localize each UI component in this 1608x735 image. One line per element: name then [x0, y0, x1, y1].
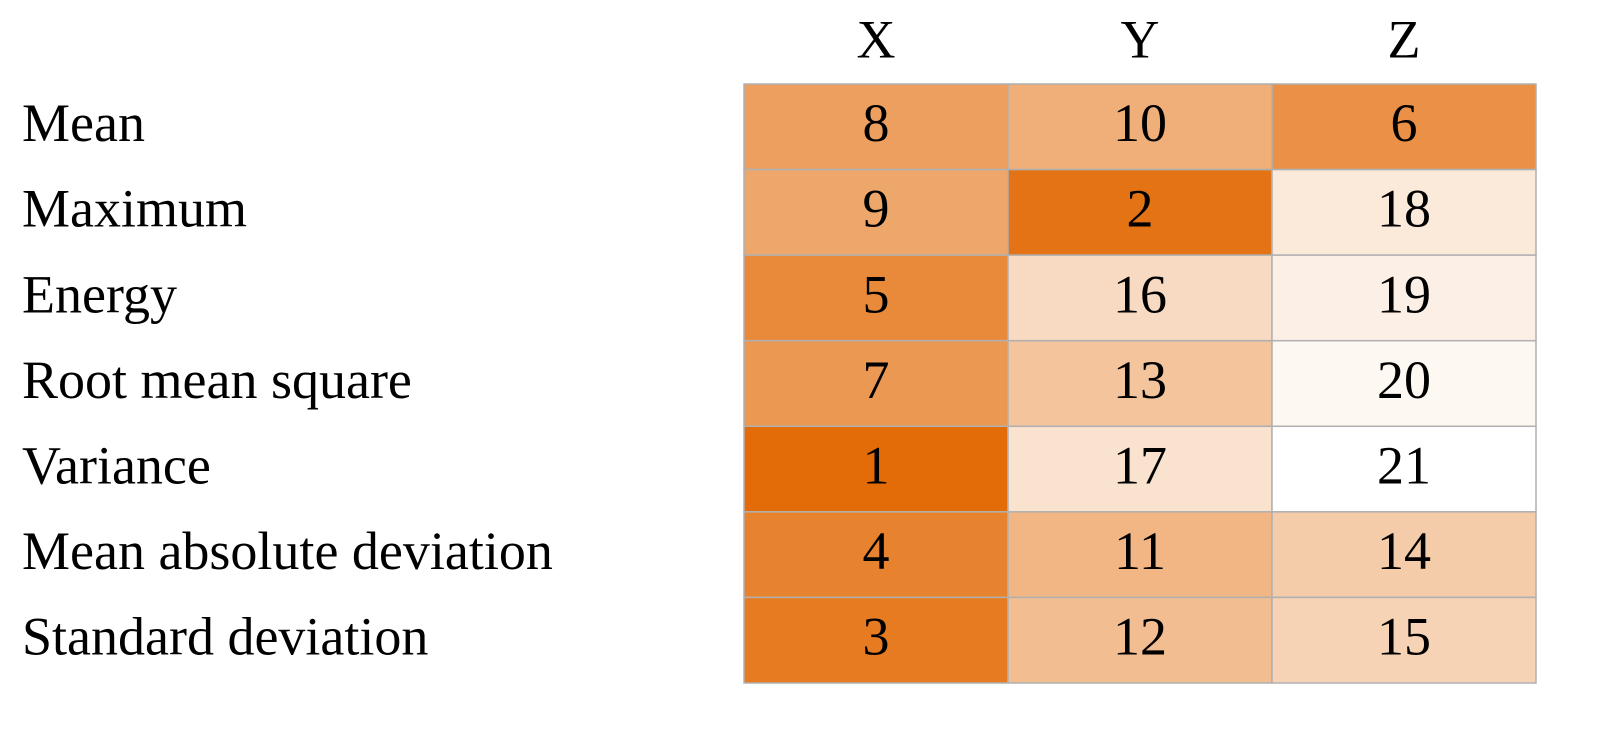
cell-value: 4 — [863, 521, 890, 581]
heatmap-cell — [743, 168, 1009, 256]
column-header: Z — [1388, 9, 1421, 69]
heatmap-cell — [1007, 254, 1273, 342]
heatmap-cell — [743, 339, 1009, 428]
cell-value: 11 — [1114, 521, 1166, 581]
cell-value: 14 — [1377, 521, 1431, 581]
cell-value: 17 — [1113, 435, 1167, 495]
row-label: Mean — [22, 93, 145, 153]
cell-value: 18 — [1377, 179, 1431, 239]
cell-value: 1 — [863, 435, 890, 495]
cell-value: 10 — [1113, 93, 1167, 153]
cell-value: 8 — [863, 93, 890, 153]
row-label: Energy — [22, 264, 177, 324]
heatmap-cell — [1007, 425, 1273, 513]
heatmap-cell — [1007, 168, 1273, 256]
row-label: Variance — [22, 435, 211, 495]
heatmap-cell — [1007, 83, 1273, 171]
cell-value: 12 — [1113, 607, 1167, 667]
heatmap-cell — [1007, 511, 1273, 599]
cell-value: 21 — [1377, 435, 1431, 495]
heatmap-cell — [743, 596, 1009, 684]
row-label: Mean absolute deviation — [22, 521, 553, 581]
cell-value: 9 — [863, 179, 890, 239]
heatmap-cell — [743, 425, 1009, 513]
row-label: Root mean square — [22, 350, 412, 410]
heatmap-cell — [1271, 425, 1537, 513]
heatmap-cell — [1007, 596, 1273, 684]
cell-value: 13 — [1113, 350, 1167, 410]
heatmap-cell — [743, 511, 1009, 599]
cell-value: 5 — [863, 264, 890, 324]
cell-value: 20 — [1377, 350, 1431, 410]
heatmap-cell — [1271, 596, 1537, 684]
heatmap-cell — [1271, 511, 1537, 599]
heatmap-cell — [1271, 339, 1537, 428]
row-label: Maximum — [22, 179, 247, 239]
column-header: X — [857, 9, 896, 69]
cell-value: 16 — [1113, 264, 1167, 324]
cell-value: 19 — [1377, 264, 1431, 324]
heatmap-cell — [1271, 83, 1537, 171]
cell-value: 15 — [1377, 607, 1431, 667]
heatmap-cell — [743, 83, 1009, 171]
cell-value: 7 — [863, 350, 890, 410]
cell-value: 2 — [1127, 179, 1154, 239]
heatmap-cell — [1271, 168, 1537, 256]
row-label: Standard deviation — [22, 607, 428, 667]
cell-value: 3 — [863, 607, 890, 667]
cell-value: 6 — [1391, 93, 1418, 153]
column-header: Y — [1121, 9, 1160, 69]
